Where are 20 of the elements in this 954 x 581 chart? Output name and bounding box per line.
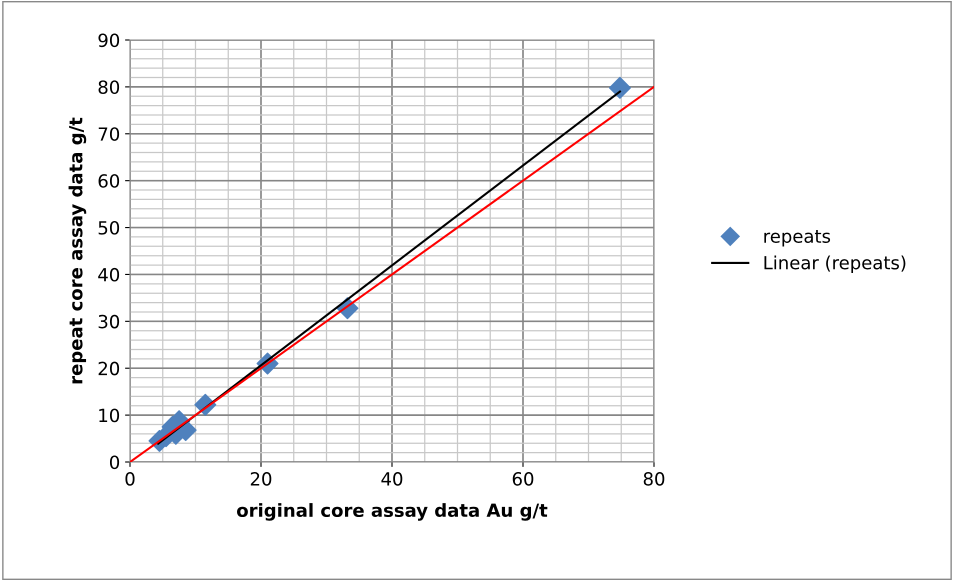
x-tick-label: 40: [381, 472, 402, 486]
y-tick-label: 60: [98, 174, 120, 188]
x-tick-label: 60: [512, 472, 534, 486]
y-axis-title: repeat core assay data g/t: [68, 118, 86, 384]
x-tick-label: 80: [644, 472, 664, 486]
x-tick-label: 0: [125, 472, 135, 486]
legend-label: Linear (repeats): [764, 256, 906, 273]
legend-label: repeats: [764, 230, 830, 246]
y-tick-label: 70: [98, 127, 120, 141]
y-tick-label: 90: [98, 33, 120, 48]
x-axis-title: original core assay data Au g/t: [237, 503, 548, 521]
point: [608, 76, 631, 99]
y-tick-label: 50: [98, 221, 120, 235]
y-tick-label: 20: [98, 362, 120, 376]
x-tick-label: 20: [250, 472, 272, 486]
y-tick-label: 0: [110, 455, 120, 470]
y-tick-label: 80: [98, 80, 120, 94]
y-tick-label: 10: [99, 408, 120, 422]
y-tick-label: 40: [98, 268, 120, 282]
y-tick-label: 30: [98, 314, 120, 328]
